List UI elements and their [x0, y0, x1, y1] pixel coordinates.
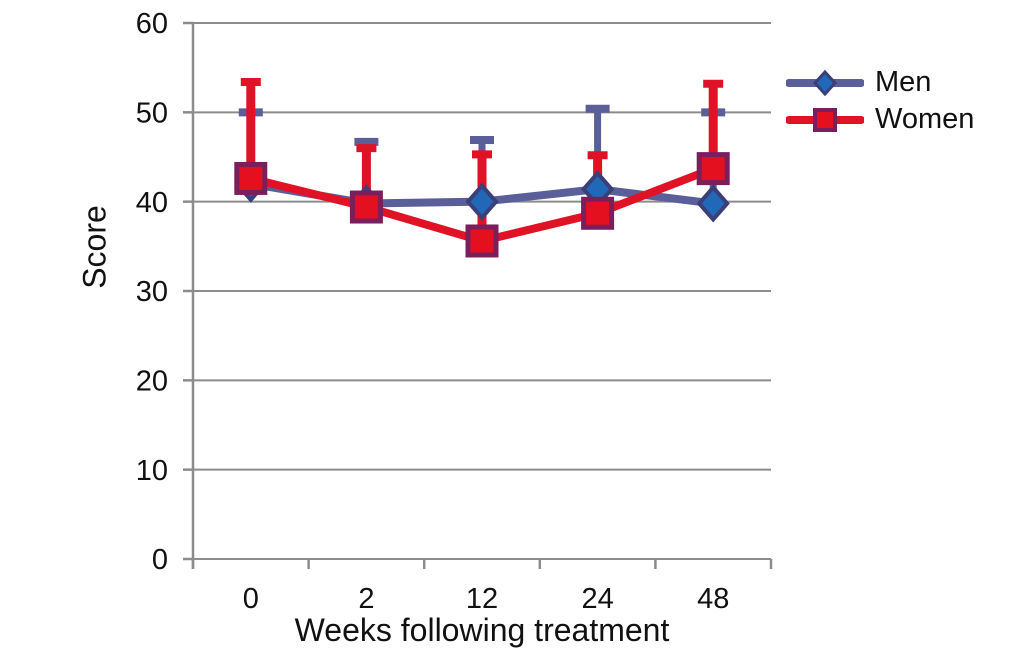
- legend-marker-men: [812, 69, 838, 96]
- y-tick-label: 60: [136, 8, 168, 40]
- marker-men-4: [696, 184, 730, 223]
- legend: Men Women: [786, 64, 974, 138]
- marker-women-4: [696, 152, 730, 186]
- legend-label-men: Men: [875, 66, 932, 98]
- legend-marker-women: [813, 107, 837, 132]
- y-tick-label: 30: [136, 276, 168, 308]
- x-tick-label: 2: [358, 583, 374, 615]
- y-tick-label: 0: [152, 544, 168, 576]
- y-tick-label: 10: [136, 455, 168, 487]
- x-tick-label: 24: [581, 583, 613, 615]
- x-tick-label: 0: [243, 583, 259, 615]
- women-series-icon: [786, 107, 864, 132]
- marker-men-2: [465, 182, 499, 221]
- x-tick-label: 48: [697, 583, 729, 615]
- x-axis-title: Weeks following treatment: [294, 612, 670, 648]
- y-tick-label: 50: [136, 97, 168, 129]
- y-tick-label: 20: [136, 365, 168, 397]
- x-tick-label: 12: [466, 583, 498, 615]
- y-tick-label: 40: [136, 187, 168, 219]
- legend-item-men: Men: [786, 64, 974, 101]
- marker-women-0: [234, 161, 268, 195]
- legend-item-women: Women: [786, 101, 974, 138]
- legend-label-women: Women: [875, 103, 975, 135]
- marker-women-2: [465, 224, 499, 258]
- marker-women-1: [349, 190, 383, 224]
- men-series-icon: [786, 69, 864, 96]
- y-axis-title: Score: [76, 205, 113, 289]
- marker-women-3: [581, 196, 615, 230]
